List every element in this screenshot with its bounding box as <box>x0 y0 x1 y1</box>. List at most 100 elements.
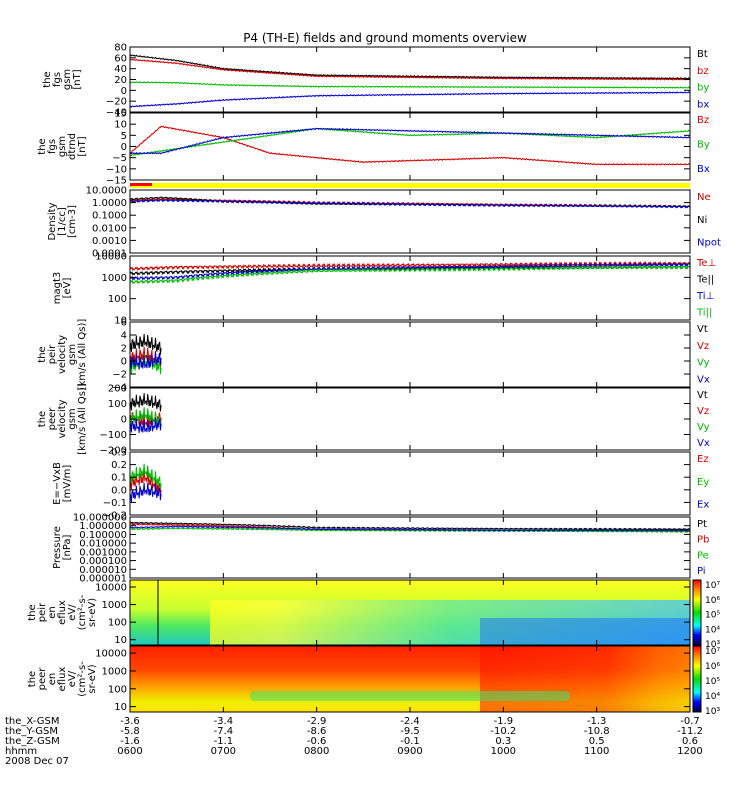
y-axis-label-line: gsm <box>62 69 73 90</box>
legend-label: Ey <box>697 477 709 488</box>
series-line-bx <box>129 91 691 108</box>
y-tick-label: 0.000001 <box>79 574 127 585</box>
y-tick-label: −20 <box>106 97 127 108</box>
colorbar-tick-label: 10⁷ <box>705 647 720 657</box>
y-axis-label-line: E=−VxB <box>52 462 63 505</box>
orbit-value: -1.1 <box>214 736 234 747</box>
y-axis-label-line: the <box>27 671 38 687</box>
orbit-value: -11.2 <box>677 726 703 737</box>
orbit-value: -8.6 <box>307 726 327 737</box>
orbit-row-label: hhmm <box>5 746 37 757</box>
panel-frame <box>129 46 691 113</box>
y-axis-label-line: (cm²-s- <box>77 661 88 697</box>
orbit-value: -10.2 <box>490 726 516 737</box>
y-axis-label-line: the <box>37 346 48 362</box>
y-axis-label-line: [nPa] <box>62 534 73 560</box>
x-tick-label: 1200 <box>677 746 702 757</box>
y-tick-label: 40 <box>114 64 127 75</box>
legend-label: Vy <box>697 422 710 433</box>
y-tick-label: −4 <box>112 383 127 394</box>
panel-temp: Te⊥ Te|| Ti⊥ Ti|| 10000 1000 100 10 magt3[eV] <box>52 252 716 327</box>
legend-label: Ti|| <box>696 308 712 319</box>
legend-label: Ez <box>697 454 709 465</box>
panel-peer_v: Vt Vz Vy Vx 200 100 0 −100 −200 thepeervelocitygs… <box>37 383 710 456</box>
y-axis-label: thefgsgsmdtrnd[nT] <box>37 133 88 160</box>
y-tick-label: −5 <box>112 153 127 164</box>
y-tick-label: 100 <box>108 618 127 629</box>
y-axis-label-line: the <box>37 138 48 154</box>
orbit-row-label: the_X-GSM <box>5 716 59 727</box>
legend-label: Vt <box>697 390 708 401</box>
y-axis-label-line: (cm²-s- <box>77 594 88 630</box>
orbit-value: -2.9 <box>307 716 327 727</box>
y-tick-label: 0.001000 <box>79 547 127 558</box>
x-tick-label: 0700 <box>211 746 236 757</box>
series-line-Pe <box>129 527 691 533</box>
y-tick-label: 100 <box>108 399 127 410</box>
y-tick-label: 2 <box>121 344 127 355</box>
y-tick-label: 0.0 <box>111 485 127 496</box>
panel-frame <box>129 321 691 388</box>
y-tick-label: 1.0000 <box>92 198 127 209</box>
legend-label: Pt <box>697 519 707 530</box>
y-tick-label: 10 <box>114 316 127 327</box>
y-tick-label: 0 <box>121 415 127 426</box>
y-tick-label: 1000 <box>102 666 127 677</box>
legend-label: Vt <box>697 324 708 335</box>
y-axis-label: E=−VxB[mV/m] <box>52 462 73 505</box>
y-tick-label: −200 <box>100 446 127 457</box>
y-axis-label-line: [nT] <box>77 136 88 156</box>
status-bar-yellow <box>130 183 690 188</box>
y-tick-label: 200 <box>108 384 127 395</box>
series-line-Npot <box>129 199 691 209</box>
orbit-value: -1.3 <box>587 716 607 727</box>
orbit-row-label: 2008 Dec 07 <box>5 756 69 767</box>
orbit-value: 0.6 <box>682 736 698 747</box>
y-axis-label-line: peer <box>37 667 48 691</box>
colorbar-tick-label: 10³ <box>705 640 720 650</box>
spectrogram-layer <box>480 646 690 712</box>
y-axis-label-line: [km/s (All Qs)] <box>77 383 88 455</box>
spectrogram-layer <box>210 600 690 645</box>
colorbar-ramp <box>692 645 702 713</box>
legend-label: Vz <box>697 406 709 417</box>
y-axis-label: thepeirenefluxeV/(cm²-s-sr-eV) <box>27 594 98 630</box>
series-line-By <box>129 127 691 157</box>
y-axis-label: Pressure[nPa] <box>52 526 73 569</box>
y-axis-label-line: fgs <box>47 139 58 154</box>
series-line-Vy <box>129 353 162 375</box>
orbit-value: -10.8 <box>584 726 610 737</box>
y-tick-label: 20 <box>114 75 127 86</box>
series-line-Pi <box>129 525 691 532</box>
y-tick-label: 4 <box>121 331 127 342</box>
y-tick-label: 1.000000 <box>79 521 127 532</box>
orbit-value: -1.9 <box>494 716 514 727</box>
series-line-Bt <box>129 54 691 80</box>
y-axis-label-line: magt3 <box>52 272 63 305</box>
panel-frame <box>129 451 691 516</box>
y-axis-label-line: sr-eV) <box>87 664 98 693</box>
status-bar-red <box>130 183 152 186</box>
orbit-value: -9.5 <box>400 726 420 737</box>
orbit-value: -0.1 <box>400 736 420 747</box>
y-tick-label: 0 <box>121 142 127 153</box>
y-axis-label-line: peir <box>47 344 58 364</box>
y-tick-label: 0.0010 <box>92 236 127 247</box>
series-line-Bz <box>129 125 691 166</box>
y-axis-label-line: [nT] <box>72 69 83 89</box>
series-line-Bx <box>129 127 691 155</box>
x-tick-label: 0900 <box>397 746 422 757</box>
colorbar-ramp <box>692 579 702 646</box>
legend-label: Npot <box>697 238 721 249</box>
y-axis-label-line: gsm <box>67 344 78 365</box>
legend-label: Ex <box>697 500 709 511</box>
y-tick-label: 10 <box>114 120 127 131</box>
y-tick-label: 0 <box>121 357 127 368</box>
orbit-value: -2.4 <box>400 716 420 727</box>
y-axis-label-line: Pressure <box>52 526 63 569</box>
y-tick-label: 10000 <box>95 649 127 660</box>
y-tick-label: 15 <box>114 109 127 120</box>
